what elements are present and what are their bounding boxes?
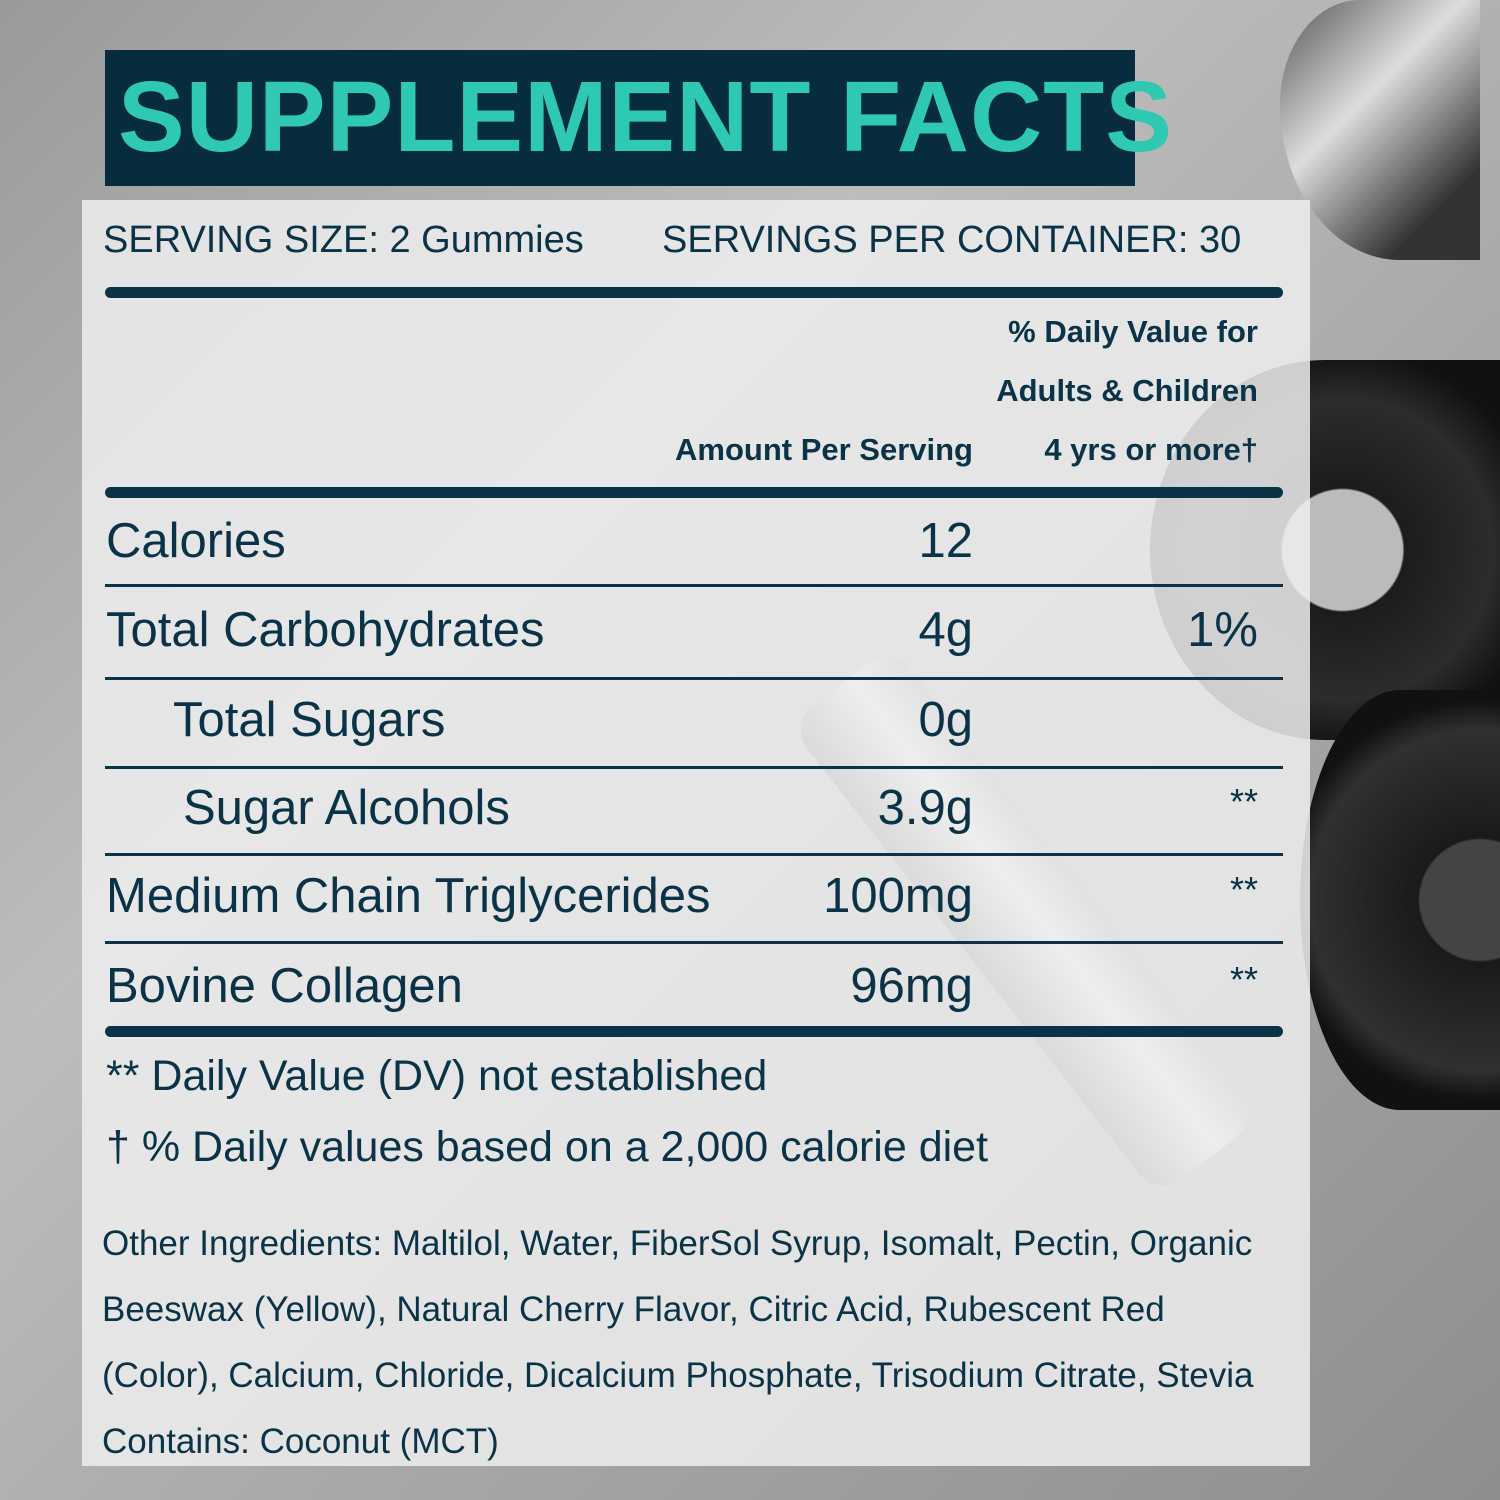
- dv-header-line1: % Daily Value for: [1008, 314, 1258, 349]
- ingredients-line: Other Ingredients: Maltilol, Water, Fibe…: [102, 1224, 1253, 1263]
- footnote-diet: † % Daily values based on a 2,000 calori…: [106, 1123, 989, 1171]
- nutrient-name: Total Carbohydrates: [106, 603, 545, 657]
- divider: [105, 1026, 1283, 1037]
- serving-size: SERVING SIZE: 2 Gummies: [103, 219, 584, 261]
- divider: [105, 766, 1283, 769]
- ingredients-line: (Color), Calcium, Chloride, Dicalcium Ph…: [102, 1356, 1254, 1395]
- nutrient-amount: 0g: [918, 693, 973, 747]
- ingredients-line: Beeswax (Yellow), Natural Cherry Flavor,…: [102, 1290, 1165, 1329]
- nutrient-name: Calories: [106, 514, 286, 568]
- weight-plate-image: [1300, 690, 1500, 1110]
- servings-per-container: SERVINGS PER CONTAINER: 30: [662, 219, 1242, 261]
- nutrient-amount: 100mg: [823, 869, 973, 923]
- nutrient-name: Sugar Alcohols: [183, 781, 510, 835]
- amount-header: Amount Per Serving: [675, 432, 973, 467]
- dv-header-line2: Adults & Children: [996, 373, 1258, 408]
- facts-panel: [82, 200, 1310, 1466]
- divider: [105, 941, 1283, 944]
- dv-header-line3: 4 yrs or more†: [1044, 432, 1258, 467]
- divider: [105, 677, 1283, 680]
- nutrient-dv: **: [1229, 869, 1258, 910]
- nutrient-amount: 3.9g: [877, 781, 973, 835]
- nutrient-dv: 1%: [1187, 603, 1258, 657]
- nutrient-amount: 12: [918, 514, 973, 568]
- nutrient-dv: **: [1229, 959, 1258, 1000]
- nutrient-amount: 96mg: [850, 959, 973, 1013]
- title-banner: [105, 50, 1135, 186]
- nutrient-name: Medium Chain Triglycerides: [106, 869, 711, 923]
- footnote-dv: ** Daily Value (DV) not established: [106, 1052, 768, 1100]
- page-title: SUPPLEMENT FACTS: [118, 61, 1173, 173]
- divider: [105, 287, 1283, 298]
- allergen-statement: Contains: Coconut (MCT): [102, 1422, 499, 1461]
- nutrient-amount: 4g: [918, 603, 973, 657]
- water-bottle-image: [1280, 0, 1480, 260]
- divider: [105, 584, 1283, 587]
- nutrient-name: Total Sugars: [173, 693, 446, 747]
- nutrient-name: Bovine Collagen: [106, 959, 463, 1013]
- divider: [105, 853, 1283, 856]
- nutrient-dv: **: [1229, 781, 1258, 822]
- divider: [105, 487, 1283, 498]
